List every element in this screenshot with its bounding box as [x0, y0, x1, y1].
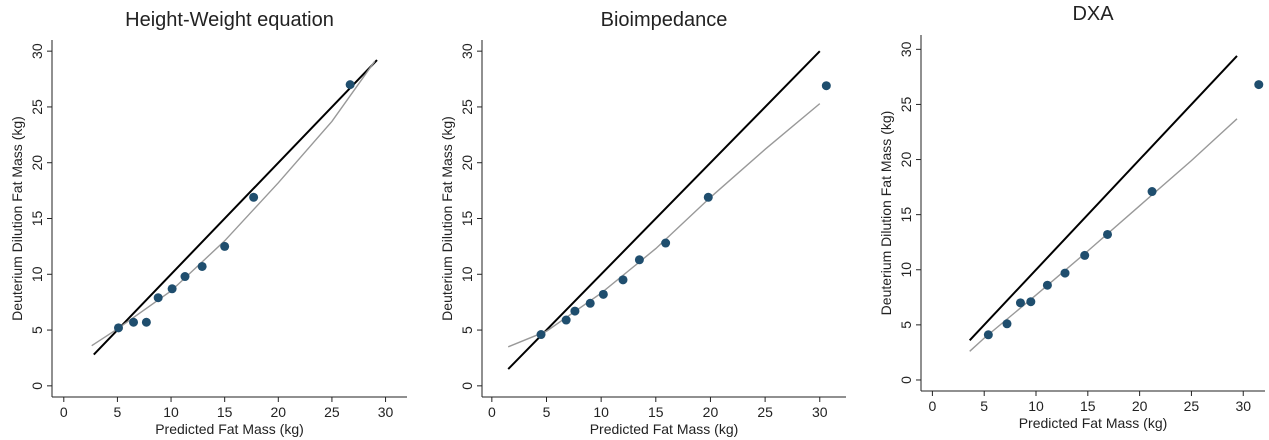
x-tick-label: 5 — [543, 404, 551, 420]
y-tick-label: 10 — [459, 266, 475, 282]
x-tick-label: 10 — [593, 404, 609, 420]
x-tick-label: 25 — [757, 404, 773, 420]
identity-line — [507, 50, 821, 370]
fit-curve — [969, 118, 1238, 352]
data-point — [180, 272, 190, 282]
data-point — [983, 330, 993, 340]
data-point — [113, 323, 123, 333]
y-tick-label: 0 — [898, 376, 914, 384]
identity-line — [968, 55, 1238, 341]
chart-title: Bioimpedance — [601, 9, 728, 31]
x-tick-label: 15 — [648, 404, 664, 420]
data-point — [1060, 268, 1070, 278]
data-point — [167, 284, 177, 294]
x-axis-label: Predicted Fat Mass (kg) — [590, 421, 739, 437]
y-tick-label: 10 — [898, 262, 914, 278]
x-tick-label: 0 — [928, 398, 936, 414]
data-point — [598, 289, 608, 299]
data-point — [1002, 319, 1012, 329]
x-tick-label: 20 — [271, 404, 287, 420]
x-tick-label: 20 — [1132, 398, 1148, 414]
x-tick-label: 5 — [980, 398, 988, 414]
data-point — [345, 80, 355, 90]
x-tick-label: 10 — [1028, 398, 1044, 414]
y-tick-label: 30 — [898, 41, 914, 57]
x-tick-label: 15 — [1080, 398, 1096, 414]
fit-curve — [507, 103, 821, 348]
x-tick-label: 10 — [163, 404, 179, 420]
y-tick-label: 20 — [459, 155, 475, 171]
y-tick-label: 5 — [898, 321, 914, 329]
data-point — [618, 275, 628, 285]
y-tick-label: 0 — [29, 382, 45, 390]
y-tick-label: 25 — [898, 96, 914, 112]
fit-curve — [91, 60, 376, 347]
data-point — [661, 238, 671, 248]
data-point — [1254, 80, 1264, 90]
data-point — [141, 317, 151, 327]
y-tick-label: 20 — [898, 152, 914, 168]
y-tick-label: 30 — [459, 43, 475, 59]
data-point — [1042, 280, 1052, 290]
y-tick-label: 25 — [459, 99, 475, 115]
data-point — [536, 330, 546, 340]
x-tick-label: 25 — [1184, 398, 1200, 414]
identity-line — [93, 59, 378, 356]
y-tick-label: 30 — [29, 43, 45, 59]
x-tick-label: 5 — [114, 404, 122, 420]
data-point — [1103, 229, 1113, 239]
y-tick-label: 15 — [459, 211, 475, 227]
panel: DXA 0 5 10 15 20 25 30 0 5 10 15 20 25 30 Predicted Fat… — [878, 3, 1265, 431]
y-tick-label: 25 — [29, 99, 45, 115]
y-tick-label: 15 — [898, 207, 914, 223]
x-axis-label: Predicted Fat Mass (kg) — [155, 421, 304, 437]
x-tick-label: 20 — [703, 404, 719, 420]
y-tick-label: 5 — [29, 326, 45, 334]
y-axis-label: Deuterium Dilution Fat Mass (kg) — [878, 111, 894, 316]
y-tick-label: 20 — [29, 155, 45, 171]
y-axis-label: Deuterium Dilution Fat Mass (kg) — [9, 116, 25, 321]
data-point — [1026, 297, 1036, 307]
x-tick-label: 30 — [378, 404, 394, 420]
x-tick-label: 30 — [812, 404, 828, 420]
panel: Height-Weight equation 0 5 10 15 20 25 30 0 5 10 15… — [9, 9, 407, 437]
y-axis-label: Deuterium Dilution Fat Mass (kg) — [439, 116, 455, 321]
x-tick-label: 30 — [1235, 398, 1251, 414]
chart-title: Height-Weight equation — [125, 9, 334, 31]
data-point — [585, 298, 595, 308]
panel: Bioimpedance 0 5 10 15 20 25 30 0 5 10 15 20 25 30 Pred… — [439, 9, 846, 437]
data-point — [1015, 298, 1025, 308]
x-axis-label: Predicted Fat Mass (kg) — [1019, 415, 1168, 431]
y-tick-label: 5 — [459, 326, 475, 334]
x-tick-label: 15 — [217, 404, 233, 420]
data-point — [821, 81, 831, 91]
data-point — [561, 315, 571, 325]
data-point — [220, 241, 230, 251]
data-point — [249, 192, 259, 202]
data-point — [703, 192, 713, 202]
x-tick-label: 0 — [60, 404, 68, 420]
data-point — [129, 317, 139, 327]
y-tick-label: 0 — [459, 382, 475, 390]
chart-title: DXA — [1072, 3, 1114, 25]
y-tick-label: 10 — [29, 266, 45, 282]
data-point — [1147, 187, 1157, 197]
data-point — [1080, 250, 1090, 260]
data-point — [153, 293, 163, 303]
data-point — [570, 306, 580, 316]
y-tick-label: 15 — [29, 211, 45, 227]
data-point — [634, 255, 644, 265]
x-tick-label: 25 — [324, 404, 340, 420]
data-point — [197, 261, 207, 271]
x-tick-label: 0 — [488, 404, 496, 420]
